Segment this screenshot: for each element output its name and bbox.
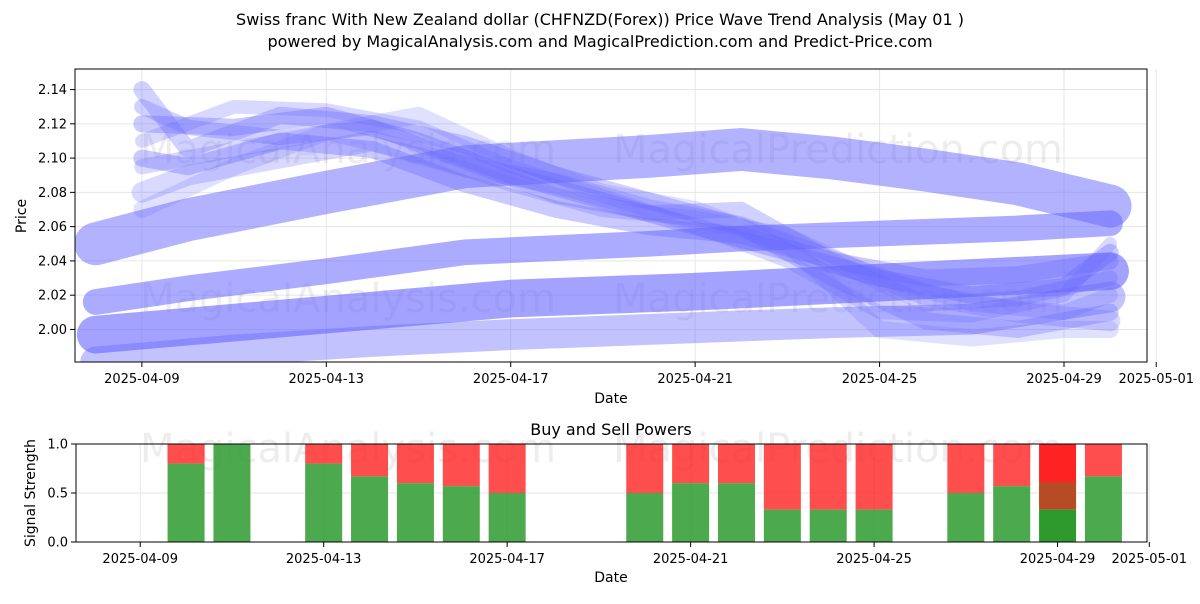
sell-power-bar: [626, 444, 664, 493]
price-y-tick-label: 2.04: [38, 254, 67, 269]
signal-bars: [167, 444, 1122, 542]
chart-title-line1: Swiss franc With New Zealand dollar (CHF…: [236, 10, 964, 29]
buy-power-bar: [855, 509, 893, 542]
buy-power-bar: [396, 483, 434, 542]
watermark-text: MagicalAnalysis.com: [140, 426, 556, 472]
price-panel: MagicalAnalysis.com MagicalPrediction.com…: [14, 68, 1194, 407]
price-wave-series: [133, 132, 1119, 287]
sell-power-bar: [763, 444, 801, 510]
price-y-tick-label: 2.02: [38, 289, 67, 304]
buy-power-bar: [351, 476, 389, 542]
price-y-ticks: 2.00 2.02 2.04 2.06 2.08 2.10 2.12 2.14: [38, 83, 75, 338]
buy-power-bar: [305, 463, 343, 542]
sell-power-bar: [672, 444, 710, 484]
signal-y-axis-label: Signal Strength: [23, 439, 39, 547]
price-y-axis-label: Price: [14, 199, 30, 233]
price-wave-series: [133, 106, 1119, 347]
price-wave-series: [76, 252, 1129, 354]
sell-power-bar: [488, 444, 526, 493]
price-wave-series: [134, 124, 1118, 320]
buy-power-bar: [809, 509, 847, 542]
sell-power-bar: [167, 444, 205, 464]
sell-power-bar: [442, 444, 480, 487]
price-y-tick-label: 2.08: [38, 186, 67, 201]
sell-power-bar: [717, 444, 755, 484]
price-wave-series: [135, 99, 1117, 323]
price-x-tick-label: 2025-04-17: [473, 372, 549, 387]
buy-power-bar: [763, 509, 801, 542]
signal-x-ticks: 2025-04-09 2025-04-13 2025-04-17 2025-04-21…: [102, 542, 1187, 567]
signal-x-tick-label: 2025-04-17: [469, 552, 545, 567]
signal-y-ticks: 0.0 0.5 1.0: [47, 438, 76, 551]
signal-x-axis-label: Date: [594, 570, 627, 586]
price-wave-series: [75, 128, 1132, 266]
signal-title: Buy and Sell Powers: [530, 420, 692, 439]
signal-x-tick-label: 2025-04-21: [653, 552, 729, 567]
sell-power-bar: [351, 444, 389, 477]
price-wave-series: [133, 81, 1119, 338]
buy-power-bar: [993, 486, 1031, 542]
signal-x-tick-label: 2025-04-09: [102, 552, 178, 567]
sell-power-bar: [396, 444, 434, 484]
sell-power-bar: [1084, 444, 1122, 477]
signal-x-tick-label: 2025-05-01: [1112, 552, 1188, 567]
buy-power-bar: [947, 493, 985, 542]
price-y-tick-label: 2.00: [38, 323, 67, 338]
price-wave-series: [131, 130, 1121, 332]
price-x-axis-label: Date: [594, 391, 627, 407]
price-y-tick-label: 2.06: [38, 220, 67, 235]
buy-power-bar: [672, 483, 710, 542]
signal-x-tick-label: 2025-04-29: [1020, 552, 1096, 567]
signal-y-tick-label: 0.5: [47, 487, 68, 502]
buy-power-bar: [167, 463, 205, 542]
price-waves: [75, 81, 1132, 362]
sell-power-bar: [809, 444, 847, 510]
price-x-tick-label: 2025-05-01: [1118, 372, 1194, 387]
price-x-tick-label: 2025-04-13: [289, 372, 365, 387]
sell-power-bar: [947, 444, 985, 493]
price-wave-series: [82, 210, 1123, 315]
signal-y-tick-label: 1.0: [47, 438, 68, 453]
buy-power-bar: [626, 493, 664, 542]
price-y-tick-label: 2.12: [38, 117, 67, 132]
price-wave-series: [133, 106, 1119, 304]
price-plot-frame: [74, 68, 1148, 363]
price-x-tick-label: 2025-04-09: [104, 372, 180, 387]
signal-y-tick-label: 0.0: [47, 536, 68, 551]
sell-power-bar: [1039, 444, 1077, 510]
buy-power-bar: [442, 486, 480, 542]
buy-power-bar: [1039, 509, 1077, 542]
buy-power-bar: [213, 444, 251, 542]
signal-x-tick-label: 2025-04-25: [836, 552, 912, 567]
price-wave-series: [80, 281, 1126, 362]
signal-panel: Buy and Sell Powers MagicalAnalysis.comM…: [23, 420, 1187, 586]
signal-x-tick-label: 2025-04-13: [286, 552, 362, 567]
buy-power-bar: [1084, 476, 1122, 542]
sell-power-bar: [993, 444, 1031, 487]
price-x-tick-label: 2025-04-25: [842, 372, 918, 387]
price-y-tick-label: 2.14: [38, 83, 67, 98]
price-x-tick-label: 2025-04-21: [657, 372, 733, 387]
price-x-ticks: 2025-04-09 2025-04-13 2025-04-17 2025-04-21…: [104, 362, 1194, 387]
sell-power-bar: [305, 444, 343, 464]
price-x-tick-label: 2025-04-29: [1026, 372, 1102, 387]
sell-power-bar: [855, 444, 893, 510]
chart-title-line2: powered by MagicalAnalysis.com and Magic…: [267, 32, 932, 51]
price-wave-series: [134, 98, 1118, 312]
price-y-tick-label: 2.10: [38, 152, 67, 167]
buy-power-bar: [488, 493, 526, 542]
signal-overlap-band: [1039, 482, 1077, 510]
buy-power-bar: [717, 483, 755, 542]
